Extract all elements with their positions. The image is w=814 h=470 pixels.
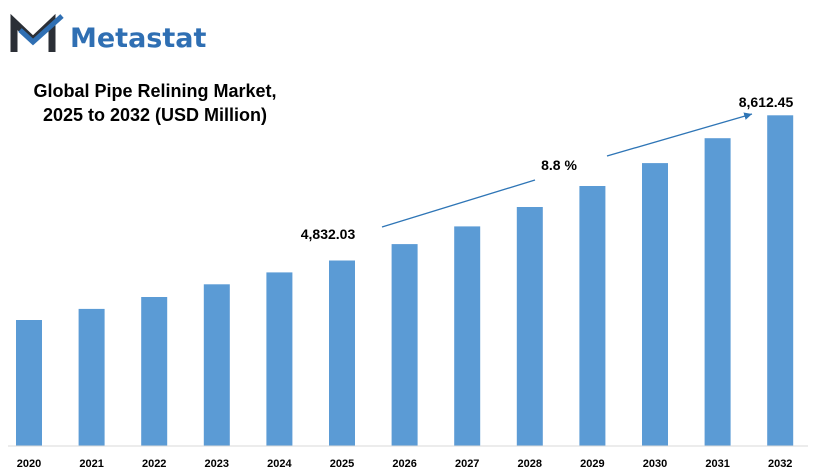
bar-2022 [141, 297, 168, 446]
end-value-label: 8,612.45 [739, 94, 794, 110]
start-value-label: 4,832.03 [301, 226, 356, 242]
bar-2020 [16, 320, 42, 446]
x-tick-label-2024: 2024 [267, 458, 292, 470]
bar-2030 [642, 163, 668, 446]
growth-arrow-segment-1 [381, 179, 536, 228]
x-tick-label-2026: 2026 [392, 458, 416, 470]
growth-arrow-segment-2 [606, 112, 753, 157]
bar-2023 [203, 284, 230, 446]
x-tick-label-2030: 2030 [643, 458, 667, 470]
brand-logo: Metastat [10, 13, 207, 54]
x-tick-label-2021: 2021 [79, 458, 103, 470]
bar-2024 [266, 272, 293, 446]
x-tick-label-2023: 2023 [205, 458, 229, 470]
bar-2028 [516, 207, 543, 446]
x-axis-ticks: 2020 2021 2022 2023 2024 2025 2026 2027 2028 2029… [17, 458, 793, 470]
x-tick-label-2032: 2032 [768, 458, 792, 470]
x-tick-label-2029: 2029 [580, 458, 604, 470]
metastat-logo-icon [10, 13, 64, 52]
chart-title-line-1: Global Pipe Relining Market, [33, 81, 276, 101]
x-tick-label-2020: 2020 [17, 458, 41, 470]
x-tick-label-2022: 2022 [142, 458, 166, 470]
bar-2029 [579, 186, 606, 446]
cagr-label: 8.8 % [541, 157, 577, 173]
chart-title-line-2: 2025 to 2032 (USD Million) [43, 105, 267, 125]
x-tick-label-2027: 2027 [455, 458, 479, 470]
bar-2027 [454, 226, 481, 446]
bar-2026 [391, 244, 418, 446]
x-tick-label-2031: 2031 [705, 458, 729, 470]
x-tick-label-2025: 2025 [330, 458, 354, 470]
brand-name: Metastat [70, 23, 207, 54]
x-tick-label-2028: 2028 [518, 458, 542, 470]
bar-2025 [329, 260, 355, 446]
bar-2021 [78, 308, 105, 446]
bar-2031 [704, 138, 731, 446]
bar-series [16, 115, 794, 447]
bar-2032 [767, 115, 794, 447]
